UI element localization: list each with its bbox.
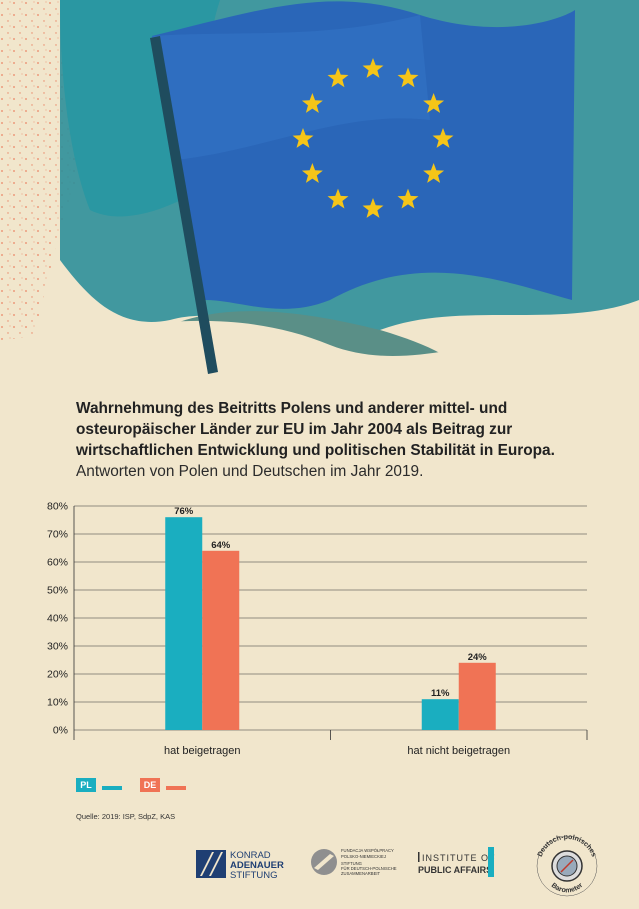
bar-pl <box>421 699 459 730</box>
eu-star <box>292 128 314 148</box>
bar-pl <box>165 517 203 730</box>
bar-de <box>202 550 240 730</box>
fwpn-line-4: FÜR DEUTSCH-POLNISCHE <box>341 866 397 871</box>
eu-star <box>432 128 454 148</box>
eu-star <box>423 93 445 113</box>
y-tick-label: 0% <box>53 725 68 737</box>
y-tick-label: 80% <box>47 501 68 513</box>
data-label: 24% <box>468 652 488 663</box>
eu-star <box>423 163 445 183</box>
kas-line-1: KONRAD <box>230 850 271 861</box>
kas-line-3: STIFTUNG <box>230 870 278 881</box>
y-tick-label: 40% <box>47 613 68 625</box>
y-tick-label: 20% <box>47 669 68 681</box>
fwpn-line-3: STIFTUNG <box>341 861 362 866</box>
fwpn-line-2: POLSKO-NIEMIECKIEJ <box>341 854 386 859</box>
eu-star <box>301 93 323 113</box>
eu-star <box>362 198 384 218</box>
kas-logo: KONRAD ADENAUER STIFTUNG <box>196 850 284 881</box>
eu-star <box>301 163 323 183</box>
data-label: 64% <box>211 540 231 551</box>
eu-star <box>327 188 349 209</box>
fwpn-line-5: ZUSAMMENARBEIT <box>341 871 381 876</box>
flag-pole <box>150 36 218 374</box>
legend-pl-swatch <box>102 786 122 790</box>
source-note: Quelle: 2019: ISP, SdpZ, KAS <box>76 812 176 821</box>
legend: PL DE <box>76 778 196 792</box>
title-line-1: Wahrnehmung des Beitritts Polens und and… <box>76 400 508 417</box>
kas-line-2: ADENAUER <box>230 860 284 871</box>
y-tick-label: 50% <box>47 585 68 597</box>
y-tick-label: 60% <box>47 557 68 569</box>
isp-line-1: INSTITUTE OF <box>422 853 496 863</box>
isp-logo: INSTITUTE OF PUBLIC AFFAIRS <box>418 847 496 877</box>
subtitle: Antworten von Polen und Deutschen im Jah… <box>76 463 424 480</box>
y-tick-label: 10% <box>47 697 68 709</box>
data-label: 76% <box>174 506 194 517</box>
eu-stars <box>292 58 454 218</box>
partner-logos: KONRAD ADENAUER STIFTUNG FUNDACJA WSPÓŁP… <box>196 834 598 897</box>
x-category-label: hat nicht beigetragen <box>407 745 510 757</box>
barometer-logo: Deutsch-polnisches Barometer <box>536 834 598 897</box>
title-line-3: wirtschaftlichen Entwicklung und politis… <box>76 442 555 459</box>
isp-line-2: PUBLIC AFFAIRS <box>418 865 492 875</box>
data-label: 11% <box>431 688 450 699</box>
fwpn-logo: FUNDACJA WSPÓŁPRACY POLSKO-NIEMIECKIEJ S… <box>311 848 397 876</box>
bar-de <box>458 662 496 730</box>
legend-pl-tag: PL <box>76 778 96 792</box>
eu-star <box>397 67 419 88</box>
x-category-label: hat beigetragen <box>164 745 240 757</box>
eu-star <box>327 67 349 88</box>
title-line-2: osteuropäischer Länder zur EU im Jahr 20… <box>76 421 513 438</box>
fwpn-line-1: FUNDACJA WSPÓŁPRACY <box>341 848 394 853</box>
y-tick-label: 30% <box>47 641 68 653</box>
eu-star <box>397 188 419 209</box>
eu-flag-illustration <box>0 0 639 395</box>
bar-chart: 0% 10% 20% 30% 40% 50% 60% 70% 80% hat beigetrage… <box>47 501 588 757</box>
y-tick-label: 70% <box>47 529 68 541</box>
chart-title-block: Wahrnehmung des Beitritts Polens und and… <box>76 398 576 482</box>
legend-de-tag: DE <box>140 778 160 792</box>
eu-star <box>362 58 384 78</box>
legend-de-swatch <box>166 786 186 790</box>
